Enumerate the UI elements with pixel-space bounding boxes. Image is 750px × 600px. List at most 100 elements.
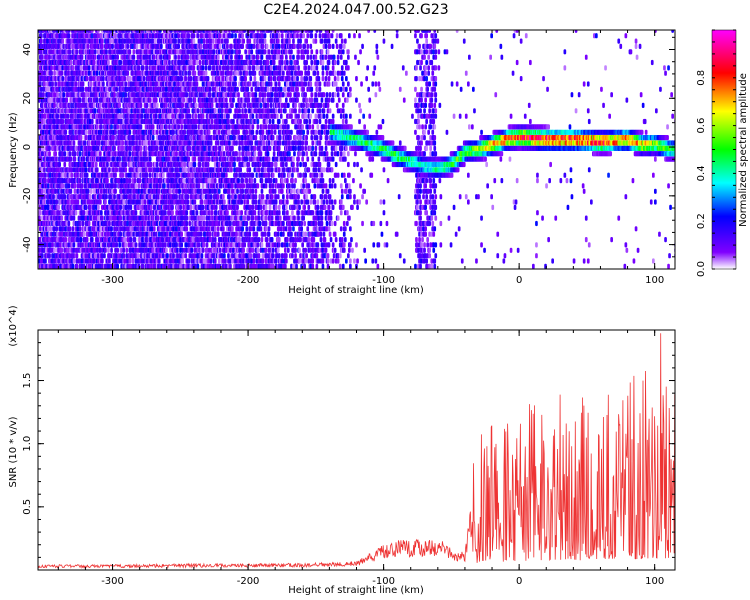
heatmap-cell: [113, 145, 116, 151]
heatmap-cell: [44, 172, 47, 178]
heatmap-cell: [71, 65, 75, 71]
heatmap-cell: [180, 124, 183, 130]
heatmap-cell: [128, 76, 132, 82]
heatmap-cell: [40, 172, 43, 178]
heatmap-cell: [60, 247, 64, 253]
heatmap-cell: [102, 76, 105, 82]
heatmap-cell: [66, 113, 70, 119]
heatmap-cell: [180, 231, 183, 237]
heatmap-cell: [177, 54, 180, 60]
heatmap-cell: [116, 247, 119, 253]
heatmap-cell: [89, 188, 93, 194]
heatmap-cell: [41, 253, 44, 259]
heatmap-cell: [67, 220, 71, 227]
heatmap-cell: [124, 161, 128, 168]
heatmap-cell: [115, 242, 118, 248]
heatmap-cell: [44, 258, 47, 264]
heatmap-cell: [82, 210, 86, 216]
heatmap-cell: [118, 156, 121, 162]
spectrogram-cells: [38, 30, 675, 269]
heatmap-cell: [56, 113, 59, 119]
heatmap-cell: [175, 70, 178, 76]
heatmap-cell: [122, 247, 126, 253]
heatmap-cell: [182, 178, 185, 184]
heatmap-cell: [46, 129, 49, 135]
heatmap-cell: [85, 172, 89, 178]
heatmap-cell: [40, 135, 43, 141]
heatmap-cell: [101, 215, 104, 221]
heatmap-cell: [154, 97, 158, 103]
heatmap-cell: [83, 140, 87, 146]
heatmap-cell: [68, 49, 72, 55]
heatmap-cell: [119, 215, 122, 221]
heatmap-cell: [134, 183, 138, 189]
heatmap-cell: [121, 140, 125, 146]
heatmap-cell: [185, 215, 189, 221]
heatmap-cell: [54, 81, 57, 87]
heatmap-cell: [185, 92, 189, 98]
heatmap-cell: [52, 194, 55, 200]
heatmap-cell: [99, 199, 102, 205]
heatmap-cell: [90, 237, 94, 243]
heatmap-cell: [51, 242, 54, 248]
heatmap-cell: [175, 242, 178, 248]
heatmap-cell: [78, 178, 82, 184]
heatmap-cell: [148, 156, 152, 162]
heatmap-cell: [79, 237, 83, 243]
heatmap-cell: [165, 124, 168, 130]
heatmap-cell: [184, 70, 188, 76]
heatmap-cell: [113, 194, 116, 200]
heatmap-cell: [75, 49, 79, 55]
heatmap-cell: [46, 242, 49, 248]
heatmap-cell: [139, 124, 143, 130]
heatmap-cell: [118, 102, 121, 108]
heatmap-cell: [79, 65, 83, 71]
heatmap-cell: [168, 135, 171, 141]
figure-title: C2E4.2024.047.00.52.G23: [263, 2, 448, 18]
heatmap-cell: [138, 178, 142, 184]
heatmap-cell: [41, 102, 44, 108]
heatmap-cell: [141, 65, 145, 71]
heatmap-cell: [109, 38, 112, 44]
heatmap-cell: [135, 43, 139, 49]
heatmap-cell: [168, 59, 171, 66]
heatmap-cell: [141, 263, 145, 269]
heatmap-cell: [133, 237, 137, 243]
heatmap-cell: [41, 70, 44, 76]
heatmap-cell: [166, 253, 169, 259]
heatmap-cell: [165, 102, 168, 108]
heatmap-cell: [100, 124, 103, 130]
heatmap-cell: [164, 242, 167, 248]
heatmap-cell: [108, 220, 111, 227]
heatmap-cell: [51, 81, 54, 87]
heatmap-cell: [112, 135, 115, 141]
heatmap-cell: [69, 188, 73, 194]
heatmap-cell: [69, 156, 73, 162]
heatmap-cell: [60, 215, 64, 221]
heatmap-cell: [182, 97, 185, 103]
heatmap-cell: [116, 263, 119, 269]
heatmap-cell: [114, 172, 117, 178]
heatmap-cell: [41, 54, 44, 60]
heatmap-cell: [87, 140, 91, 146]
heatmap-cell: [185, 220, 189, 227]
heatmap-cell: [95, 70, 99, 76]
heatmap-cell: [69, 59, 73, 66]
heatmap-cell: [41, 124, 44, 130]
heatmap-cell: [75, 263, 79, 269]
heatmap-cell: [48, 253, 51, 259]
heatmap-cell: [80, 183, 84, 189]
heatmap-cell: [124, 242, 128, 248]
heatmap-cell: [97, 204, 100, 210]
heatmap-cell: [47, 226, 50, 232]
heatmap-cell: [140, 113, 144, 119]
heatmap-cell: [38, 215, 41, 221]
heatmap-cell: [73, 156, 77, 162]
heatmap-cell: [186, 54, 190, 60]
heatmap-cell: [149, 161, 153, 168]
heatmap-cell: [171, 204, 174, 210]
heatmap-cell: [40, 86, 43, 92]
heatmap-cell: [94, 161, 98, 168]
heatmap-cell: [86, 43, 90, 49]
heatmap-cell: [47, 183, 50, 189]
